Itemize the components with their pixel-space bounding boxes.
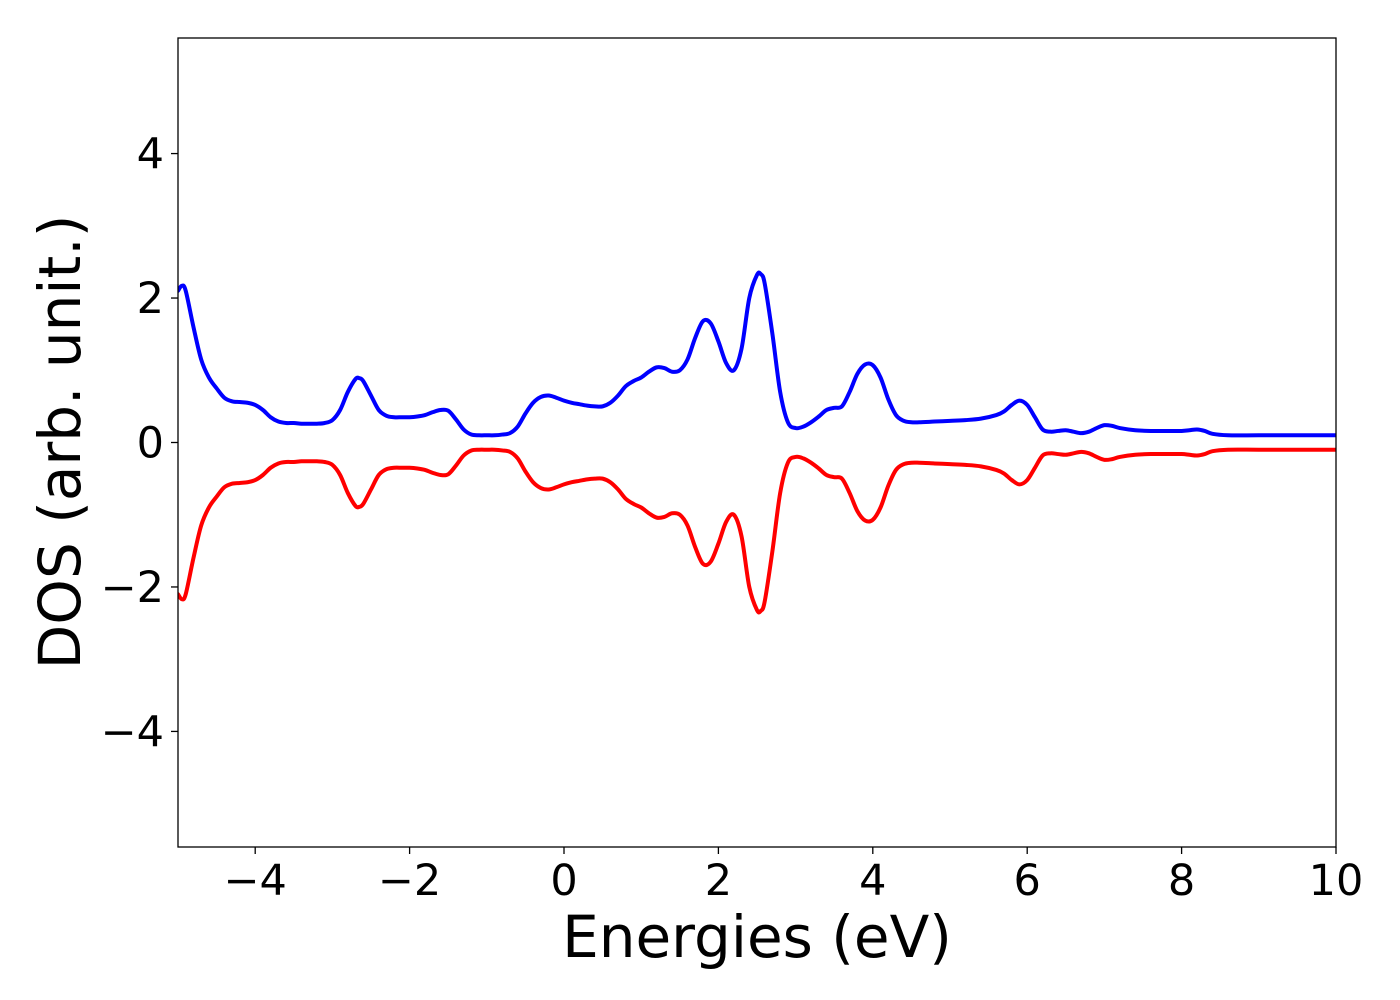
series-line-spin-up: [178, 270, 1336, 438]
x-tick-label: 2: [705, 856, 732, 906]
y-tick-label: 0: [137, 419, 164, 469]
x-tick-label: −2: [378, 856, 441, 906]
x-tick-label: 6: [1014, 856, 1041, 906]
y-axis: −4 −2 0 2 4: [101, 130, 178, 757]
x-tick-label: 8: [1168, 856, 1195, 906]
y-tick-label: −4: [101, 707, 164, 757]
plot-background: [178, 38, 1336, 847]
series-layer: [178, 270, 1336, 615]
x-tick-label: 10: [1309, 856, 1364, 906]
y-tick-label: −2: [101, 563, 164, 613]
x-tick-label: 0: [550, 856, 577, 906]
x-tick-label: 4: [859, 856, 886, 906]
series-line-spin-down: [178, 447, 1336, 615]
x-tick-label: −4: [224, 856, 287, 906]
x-axis-label: Energies (eV): [562, 903, 952, 971]
x-axis: −4 −2 0 2 4 6 8 10: [224, 847, 1364, 906]
y-tick-label: 4: [137, 130, 164, 180]
y-axis-label: DOS (arb. unit.): [26, 215, 94, 670]
y-tick-label: 2: [137, 274, 164, 324]
